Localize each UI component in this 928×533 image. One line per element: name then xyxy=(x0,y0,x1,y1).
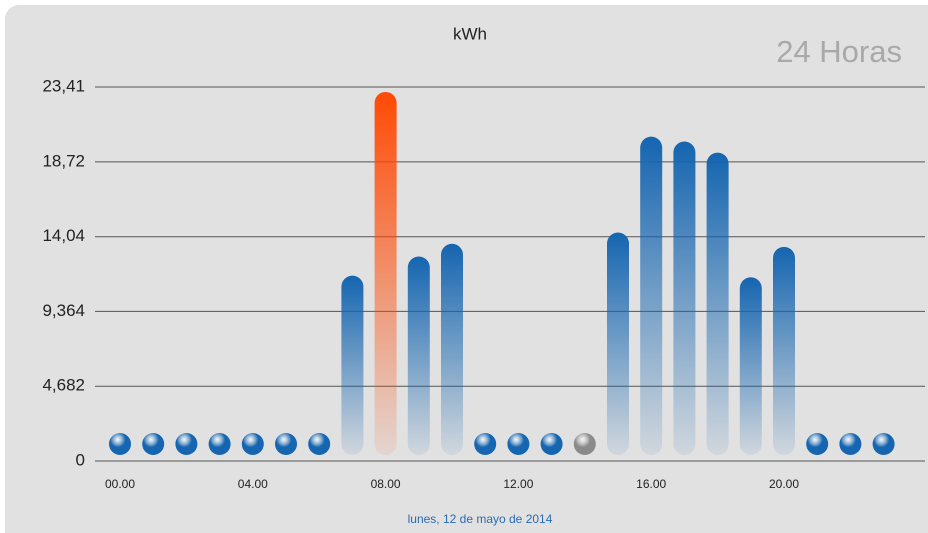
bar xyxy=(109,433,131,455)
bar xyxy=(241,433,264,455)
bar xyxy=(673,141,696,455)
bar xyxy=(573,433,596,455)
x-tick-label: 20.00 xyxy=(769,477,799,491)
bar xyxy=(341,275,364,455)
period-label[interactable]: 24 Horas xyxy=(776,34,902,69)
y-tick-label: 4,682 xyxy=(42,376,85,395)
bar xyxy=(540,433,563,455)
x-tick-label: 00.00 xyxy=(105,477,135,491)
bar xyxy=(773,246,795,455)
x-tick-label: 16.00 xyxy=(636,477,666,491)
panel xyxy=(5,5,928,533)
bar xyxy=(308,433,331,455)
bar xyxy=(872,433,895,455)
bar xyxy=(706,152,729,455)
y-tick-label: 23,41 xyxy=(42,76,85,95)
bar xyxy=(208,433,231,455)
chart-title: kWh xyxy=(453,24,487,43)
bar xyxy=(374,91,397,456)
bar xyxy=(142,433,165,455)
bar xyxy=(407,256,430,455)
y-tick-label: 18,72 xyxy=(42,151,85,170)
bar xyxy=(607,232,629,455)
bar xyxy=(275,433,297,455)
x-tick-label: 12.00 xyxy=(503,477,533,491)
bar xyxy=(175,433,198,455)
bar xyxy=(806,433,829,455)
bar xyxy=(474,433,497,455)
x-tick-label: 04.00 xyxy=(238,477,268,491)
bar xyxy=(507,433,530,455)
bar xyxy=(441,243,463,455)
y-tick-label: 14,04 xyxy=(42,226,85,245)
y-tick-label: 0 xyxy=(76,450,85,469)
x-tick-label: 08.00 xyxy=(371,477,401,491)
x-axis-label: lunes, 12 de mayo de 2014 xyxy=(408,512,553,526)
bar xyxy=(839,433,862,455)
bar xyxy=(739,277,762,455)
bar xyxy=(640,136,663,455)
y-tick-label: 9,364 xyxy=(42,301,85,320)
